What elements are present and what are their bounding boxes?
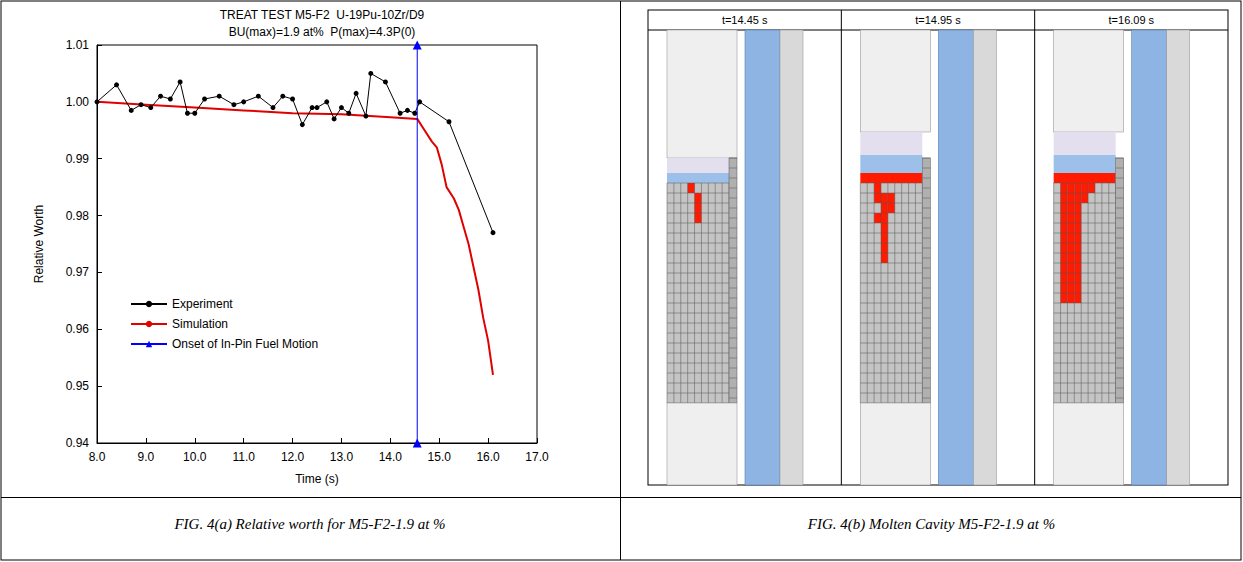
html-text:FIG. 4(b) Molten Cavity M5-F2-: FIG. 4(b) Molten Cavity M5-F2-1.9 at %	[807, 516, 1056, 532]
svg-text:0.94: 0.94	[66, 436, 90, 450]
svg-text:1.01: 1.01	[66, 38, 90, 52]
svg-text:8.0: 8.0	[89, 450, 106, 464]
svg-text:11.0: 11.0	[232, 450, 255, 464]
svg-text:Onset of In-Pin Fuel Motion: Onset of In-Pin Fuel Motion	[172, 337, 318, 351]
svg-text:Time (s): Time (s)	[295, 472, 339, 486]
svg-text:0.98: 0.98	[66, 209, 90, 223]
svg-text:13.0: 13.0	[330, 450, 354, 464]
svg-text:14.0: 14.0	[379, 450, 403, 464]
svg-text:Experiment: Experiment	[172, 297, 233, 311]
svg-text:0.95: 0.95	[66, 379, 90, 393]
svg-text:10.0: 10.0	[183, 450, 207, 464]
html-text:FIG. 4(a) Relative worth for M: FIG. 4(a) Relative worth for M5-F2-1.9 a…	[174, 516, 446, 532]
svg-text:t=14.45 s: t=14.45 s	[722, 14, 768, 26]
svg-text:BU(max)=1.9 at% P(max)=4.3P(0: BU(max)=1.9 at% P(max)=4.3P(0)	[229, 25, 416, 39]
svg-text:1.00: 1.00	[66, 95, 90, 109]
svg-text:12.0: 12.0	[281, 450, 305, 464]
svg-text:t=14.95 s: t=14.95 s	[915, 14, 961, 26]
svg-text:Relative Worth: Relative Worth	[32, 205, 46, 283]
svg-text:16.0: 16.0	[476, 450, 500, 464]
svg-text:t=16.09 s: t=16.09 s	[1109, 14, 1155, 26]
svg-text:9.0: 9.0	[138, 450, 155, 464]
svg-text:Simulation: Simulation	[172, 317, 228, 331]
svg-text:0.99: 0.99	[66, 152, 90, 166]
svg-text:0.96: 0.96	[66, 322, 90, 336]
svg-text:15.0: 15.0	[428, 450, 452, 464]
svg-text:TREAT TEST M5-F2 U-19Pu-10Zr/: TREAT TEST M5-F2 U-19Pu-10Zr/D9	[220, 8, 425, 22]
svg-text:17.0: 17.0	[525, 450, 549, 464]
svg-text:0.97: 0.97	[66, 265, 90, 279]
